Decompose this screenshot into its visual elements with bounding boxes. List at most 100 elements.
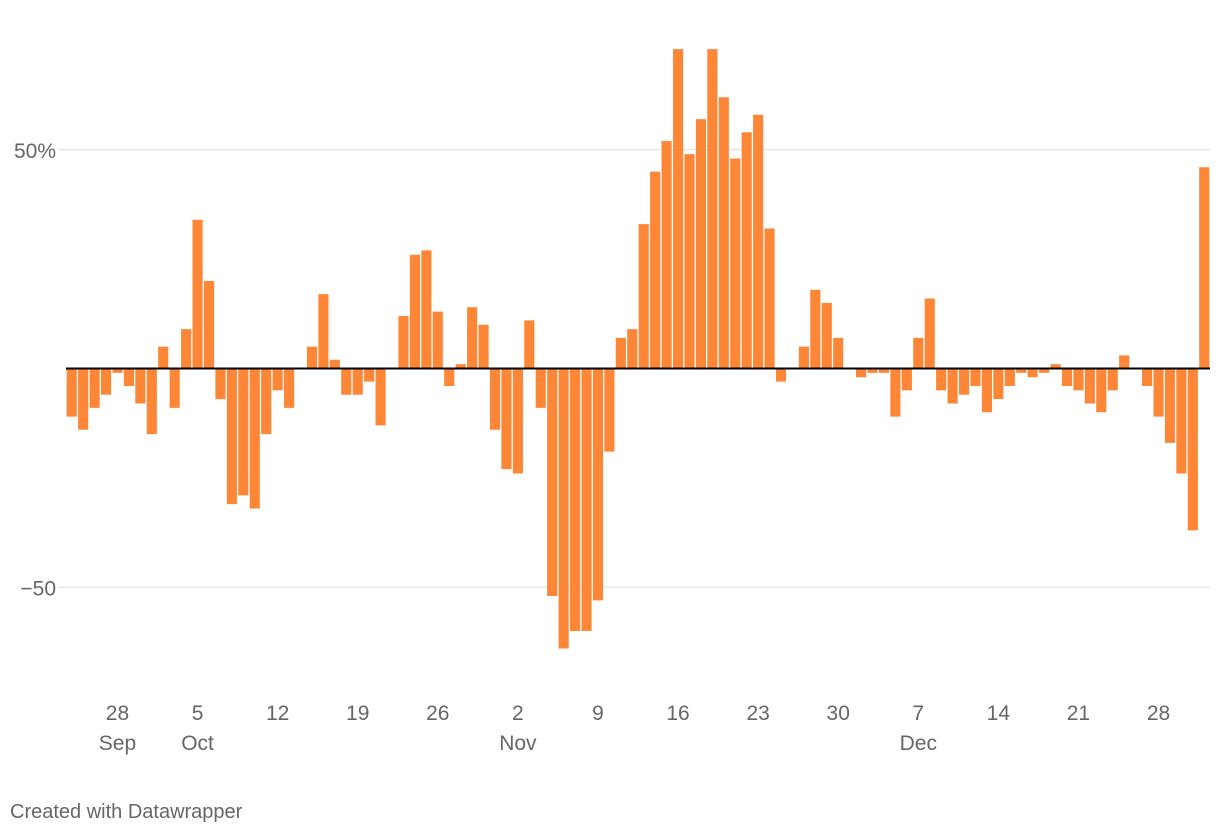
bar bbox=[970, 368, 981, 386]
bar bbox=[249, 368, 260, 509]
bar bbox=[581, 368, 592, 631]
bar bbox=[135, 368, 146, 404]
bar bbox=[284, 368, 295, 408]
x-tick-label: 9 bbox=[592, 702, 604, 725]
x-tick-label: 2 bbox=[512, 702, 524, 725]
x-tick-label: 16 bbox=[666, 702, 689, 725]
x-tick-label: 28 bbox=[1147, 702, 1170, 725]
bar bbox=[627, 329, 638, 369]
bar bbox=[146, 368, 157, 435]
bar bbox=[329, 359, 340, 369]
x-tick-label: 19 bbox=[346, 702, 369, 725]
gridlines bbox=[58, 149, 1210, 588]
bar bbox=[547, 368, 558, 596]
bar bbox=[1096, 368, 1107, 413]
bar bbox=[833, 337, 844, 369]
bar bbox=[661, 141, 672, 369]
y-tick-label: 50% bbox=[14, 140, 56, 163]
bar bbox=[718, 97, 729, 369]
bar bbox=[775, 368, 787, 382]
bar bbox=[1050, 364, 1061, 369]
bar bbox=[112, 368, 123, 373]
bar bbox=[398, 316, 409, 369]
bar bbox=[409, 254, 420, 369]
x-tick-label: 14 bbox=[987, 702, 1011, 725]
bar bbox=[558, 368, 569, 649]
bar bbox=[947, 368, 958, 404]
bar bbox=[638, 224, 649, 369]
bars bbox=[66, 49, 1210, 649]
bar bbox=[512, 368, 523, 474]
x-tick-label: 28 bbox=[106, 702, 129, 725]
bar bbox=[238, 368, 249, 496]
bar bbox=[364, 368, 375, 382]
x-tick-label: 30 bbox=[827, 702, 850, 725]
bar bbox=[444, 368, 455, 386]
x-tick-month-label: Nov bbox=[499, 732, 537, 755]
bar bbox=[306, 346, 318, 369]
bar bbox=[1084, 368, 1095, 404]
bar bbox=[672, 49, 684, 369]
bar bbox=[615, 337, 626, 369]
bar bbox=[203, 281, 215, 369]
bar bbox=[421, 250, 432, 369]
bar bbox=[604, 368, 615, 452]
bar bbox=[993, 368, 1004, 400]
bar bbox=[798, 346, 809, 369]
bar bbox=[924, 298, 935, 369]
bar bbox=[1016, 368, 1027, 373]
bar bbox=[753, 114, 764, 369]
bar bbox=[432, 311, 443, 369]
x-tick-label: 26 bbox=[426, 702, 449, 725]
bar bbox=[810, 289, 821, 369]
x-tick-label: 12 bbox=[266, 702, 289, 725]
x-tick-label: 5 bbox=[192, 702, 204, 725]
bar bbox=[192, 219, 203, 369]
y-tick-label: −50 bbox=[20, 577, 56, 600]
bar bbox=[1153, 368, 1164, 417]
bar bbox=[1004, 368, 1015, 386]
bar bbox=[1142, 368, 1153, 386]
bar bbox=[936, 368, 947, 391]
bar bbox=[478, 324, 489, 369]
bar bbox=[66, 368, 77, 417]
bar bbox=[650, 171, 661, 369]
bar bbox=[524, 320, 535, 369]
bar bbox=[981, 368, 992, 413]
bar bbox=[741, 132, 752, 369]
bar bbox=[570, 368, 581, 631]
bar bbox=[1107, 368, 1118, 391]
bar bbox=[169, 368, 180, 408]
bar bbox=[901, 368, 912, 391]
bar bbox=[695, 119, 706, 369]
bar bbox=[856, 368, 867, 378]
bar bbox=[1073, 368, 1084, 391]
x-axis-labels: 28 Sep 5 Oct 12 19 26 2 Nov 9 16 23 30 7 Dec 14 21 28 bbox=[99, 702, 1170, 755]
x-tick-month-label: Dec bbox=[900, 732, 937, 755]
x-tick-label: 23 bbox=[746, 702, 769, 725]
x-tick-month-label: Oct bbox=[181, 732, 214, 755]
bar bbox=[1027, 368, 1038, 378]
bar bbox=[261, 368, 272, 435]
bar bbox=[1176, 368, 1187, 474]
bar bbox=[1187, 368, 1198, 531]
bar bbox=[821, 302, 832, 369]
bar bbox=[272, 368, 283, 391]
bar bbox=[1061, 368, 1073, 386]
bar bbox=[1164, 368, 1176, 443]
bar bbox=[1119, 355, 1130, 369]
bar bbox=[890, 368, 901, 417]
bar bbox=[352, 368, 363, 395]
bar bbox=[764, 228, 775, 369]
bar bbox=[226, 368, 237, 505]
bar bbox=[123, 368, 134, 386]
bar bbox=[78, 368, 89, 430]
bar bbox=[707, 49, 718, 369]
bar bbox=[100, 368, 112, 395]
bar bbox=[215, 368, 226, 400]
bar bbox=[375, 368, 386, 426]
bar bbox=[535, 368, 546, 408]
bar bbox=[318, 294, 329, 369]
bar bbox=[913, 337, 924, 369]
x-tick-label: 7 bbox=[912, 702, 924, 725]
